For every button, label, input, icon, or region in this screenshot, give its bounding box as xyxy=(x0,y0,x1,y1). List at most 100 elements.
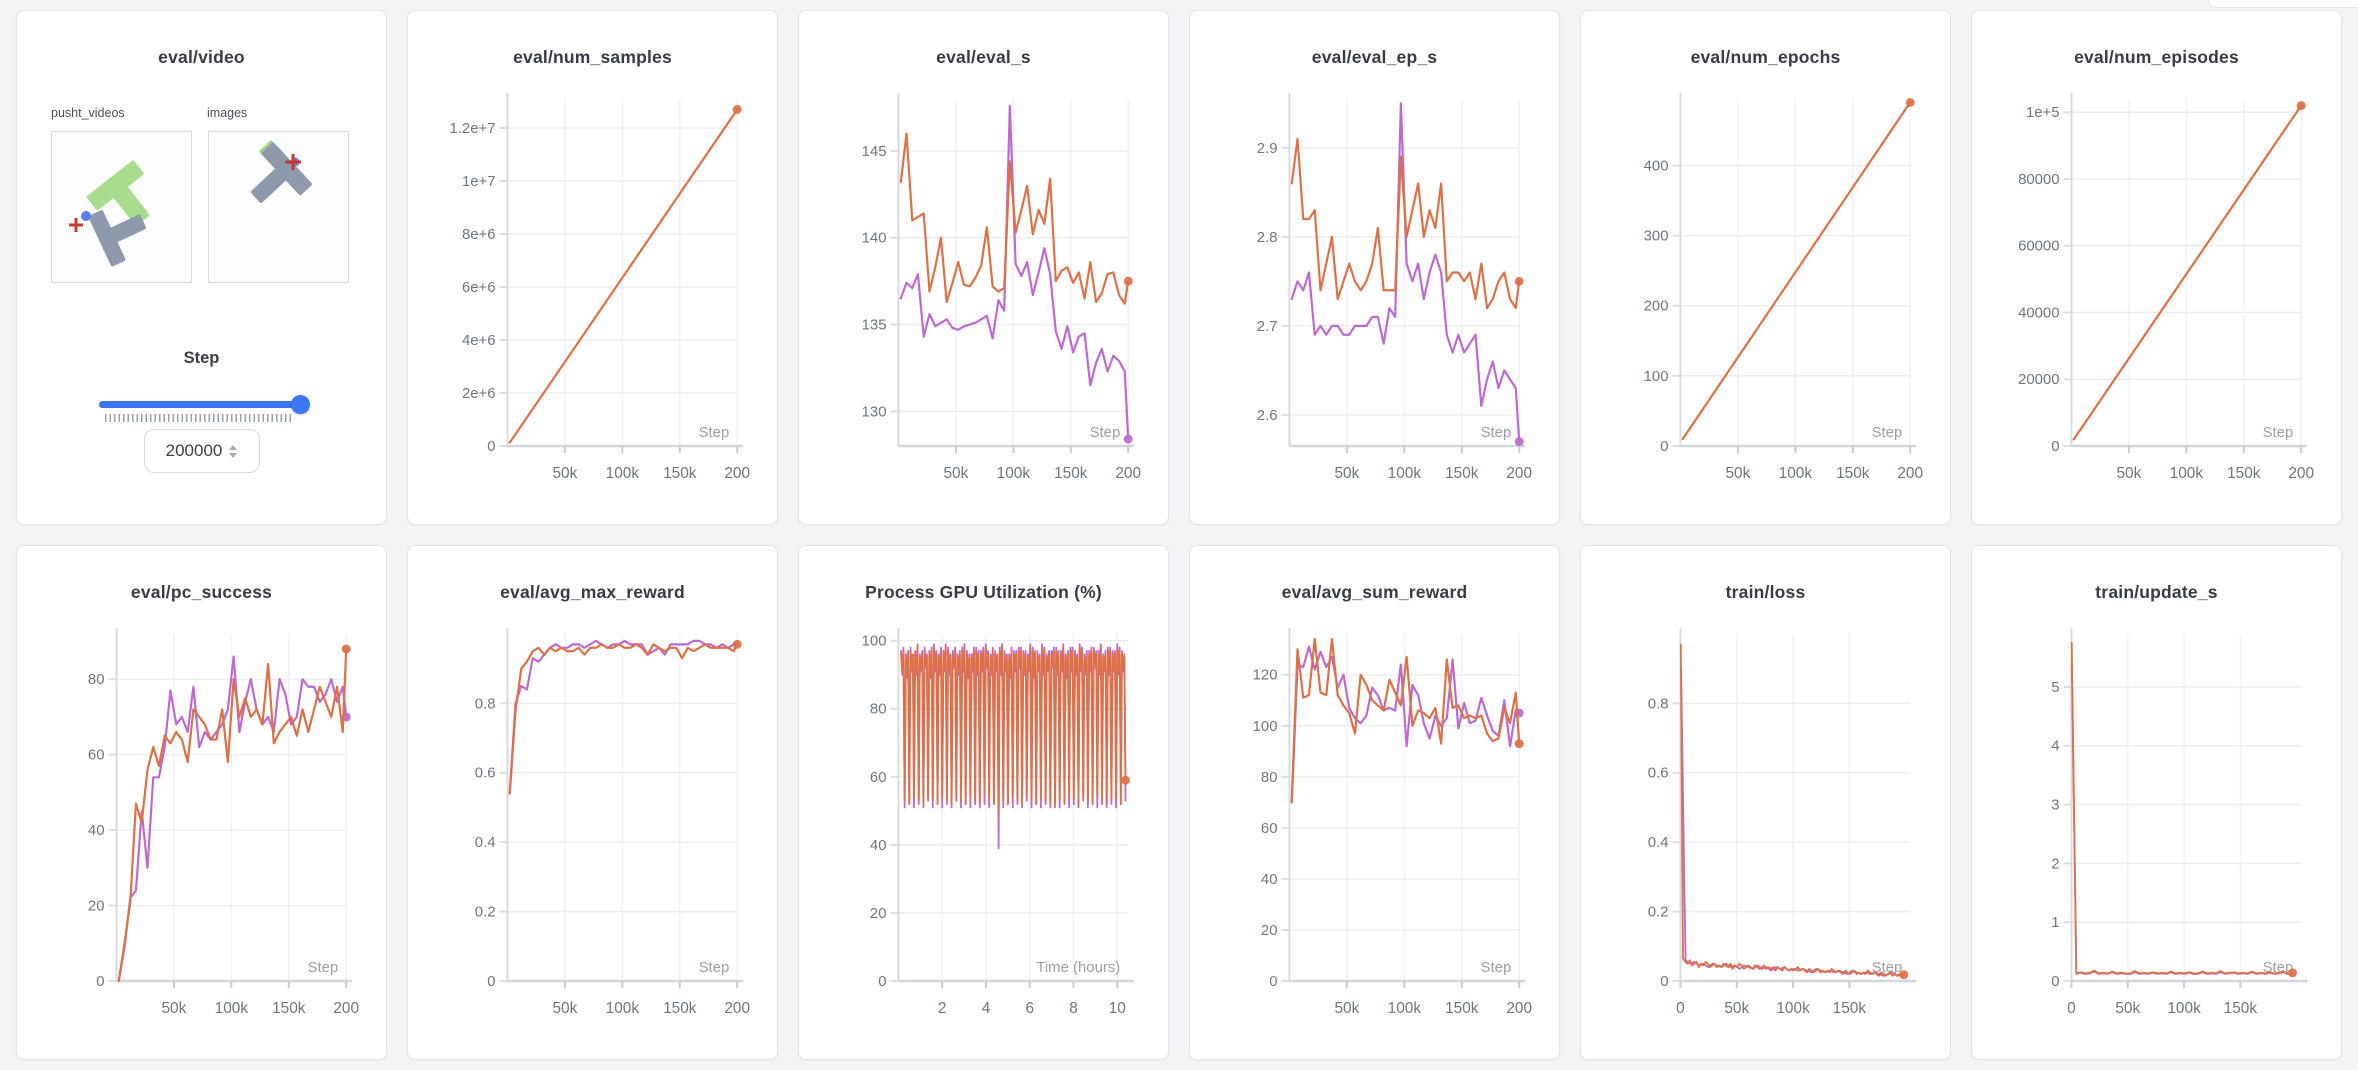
panel-train-update-s: train/update_s 0 1 2 3 4 5 0 50k 100k 150k Step xyxy=(1971,545,2342,1060)
svg-text:Step: Step xyxy=(1481,960,1512,976)
svg-text:50k: 50k xyxy=(1724,1000,1749,1017)
svg-text:0: 0 xyxy=(96,974,104,990)
svg-text:0: 0 xyxy=(1676,1000,1685,1017)
panel-eval-avg-max-reward: eval/avg_max_reward 0 0.2 0.4 0.6 0.8 50k 100k… xyxy=(407,545,778,1060)
svg-text:2.8: 2.8 xyxy=(1257,230,1278,246)
svg-text:60: 60 xyxy=(870,770,887,786)
svg-text:0.8: 0.8 xyxy=(475,696,496,712)
step-slider-track[interactable] xyxy=(99,401,301,408)
step-slider-thumb[interactable] xyxy=(291,395,310,414)
svg-text:100k: 100k xyxy=(606,1000,640,1017)
panel-eval-num-samples: eval/num_samples 0 2e+6 4e+6 6e+6 8e+6 1e+7 1.… xyxy=(407,10,778,525)
chart-title: eval/eval_s xyxy=(936,47,1031,67)
svg-text:0: 0 xyxy=(487,974,495,990)
svg-text:1: 1 xyxy=(2051,915,2059,931)
svg-text:5: 5 xyxy=(2051,680,2059,696)
svg-text:Step: Step xyxy=(2263,425,2294,441)
svg-text:200: 200 xyxy=(1644,299,1669,315)
svg-text:20: 20 xyxy=(870,906,887,922)
svg-text:3: 3 xyxy=(2051,798,2059,814)
pusht-image-icon xyxy=(250,140,312,203)
partial-panel-top-right xyxy=(2208,0,2358,8)
svg-text:Step: Step xyxy=(1090,425,1121,441)
svg-text:100: 100 xyxy=(1644,369,1669,385)
svg-text:40: 40 xyxy=(88,823,105,839)
svg-text:2.6: 2.6 xyxy=(1257,408,1278,424)
svg-text:0: 0 xyxy=(878,974,886,990)
svg-text:2: 2 xyxy=(938,1000,947,1017)
svg-text:150k: 150k xyxy=(1445,465,1479,482)
step-number-input[interactable]: 200000 xyxy=(143,429,260,473)
svg-text:0: 0 xyxy=(2051,439,2059,455)
svg-text:0.2: 0.2 xyxy=(1648,905,1669,921)
svg-text:20: 20 xyxy=(1261,923,1278,939)
svg-text:100k: 100k xyxy=(1388,1000,1422,1017)
svg-text:40: 40 xyxy=(1261,872,1278,888)
chart-title: train/update_s xyxy=(2095,582,2218,602)
panel-title: eval/video xyxy=(158,47,245,67)
svg-text:Step: Step xyxy=(308,960,339,976)
chart-title: eval/num_episodes xyxy=(2074,47,2239,67)
svg-text:50k: 50k xyxy=(161,1000,186,1017)
svg-text:100k: 100k xyxy=(1776,1000,1810,1017)
svg-text:100k: 100k xyxy=(997,465,1031,482)
svg-text:50k: 50k xyxy=(1334,465,1359,482)
chart-title: eval/eval_ep_s xyxy=(1311,47,1438,67)
svg-text:50k: 50k xyxy=(1725,465,1750,482)
svg-text:10: 10 xyxy=(1109,1000,1126,1017)
svg-text:20000: 20000 xyxy=(2018,372,2059,388)
video-thumbnail-images[interactable] xyxy=(208,131,349,283)
svg-text:100k: 100k xyxy=(2170,465,2204,482)
pusht-scene-icon xyxy=(69,160,150,267)
panel-train-loss: train/loss 0 0.2 0.4 0.6 0.8 0 50k 100k 150k Step xyxy=(1580,545,1951,1060)
svg-text:40: 40 xyxy=(870,838,887,854)
svg-text:150k: 150k xyxy=(1445,1000,1479,1017)
svg-text:0: 0 xyxy=(2067,1000,2076,1017)
svg-text:200: 200 xyxy=(1115,465,1141,482)
svg-text:0.6: 0.6 xyxy=(475,766,496,782)
step-slider-ticks xyxy=(105,414,293,422)
svg-text:0.8: 0.8 xyxy=(1648,696,1669,712)
video-thumbnail-pusht[interactable] xyxy=(51,131,192,283)
svg-text:2e+6: 2e+6 xyxy=(462,386,496,402)
step-slider-label: Step xyxy=(183,349,220,367)
svg-text:60: 60 xyxy=(88,748,105,764)
number-spinner-icon[interactable] xyxy=(229,444,238,458)
svg-text:300: 300 xyxy=(1644,229,1669,245)
svg-text:100: 100 xyxy=(1253,719,1278,735)
panel-eval-eval-ep-s: eval/eval_ep_s 2.6 2.7 2.8 2.9 50k 100k 150k 20… xyxy=(1189,10,1560,525)
svg-text:200: 200 xyxy=(1897,465,1923,482)
svg-text:4: 4 xyxy=(2051,739,2059,755)
svg-text:20: 20 xyxy=(88,899,105,915)
svg-text:2.9: 2.9 xyxy=(1257,141,1278,157)
panel-eval-avg-sum-reward: eval/avg_sum_reward 0 20 40 60 80 100 120 50k 10… xyxy=(1189,545,1560,1060)
panel-eval-num-episodes: eval/num_episodes 0 20000 40000 60000 80000 1… xyxy=(1971,10,2342,525)
svg-text:50k: 50k xyxy=(552,465,577,482)
svg-text:140: 140 xyxy=(862,231,887,247)
svg-text:150k: 150k xyxy=(663,1000,697,1017)
svg-text:100k: 100k xyxy=(215,1000,249,1017)
svg-text:60000: 60000 xyxy=(2018,239,2059,255)
svg-text:50k: 50k xyxy=(2116,465,2141,482)
svg-text:Step: Step xyxy=(699,960,730,976)
svg-text:120: 120 xyxy=(1253,668,1278,684)
svg-text:2: 2 xyxy=(2051,856,2059,872)
panel-eval-eval-s: eval/eval_s 130 135 140 145 50k 100k 150k 200 St… xyxy=(798,10,1169,525)
svg-text:150k: 150k xyxy=(2224,1000,2258,1017)
svg-text:8e+6: 8e+6 xyxy=(462,227,496,243)
chart-title: eval/avg_sum_reward xyxy=(1281,582,1468,602)
svg-text:100k: 100k xyxy=(1779,465,1813,482)
step-number-value: 200000 xyxy=(165,441,223,460)
svg-text:1e+5: 1e+5 xyxy=(2026,105,2060,121)
svg-text:100k: 100k xyxy=(2167,1000,2201,1017)
svg-text:100k: 100k xyxy=(606,465,640,482)
svg-text:100: 100 xyxy=(862,634,887,650)
svg-text:150k: 150k xyxy=(1833,1000,1867,1017)
svg-text:0: 0 xyxy=(1660,439,1668,455)
svg-text:8: 8 xyxy=(1069,1000,1078,1017)
svg-text:6e+6: 6e+6 xyxy=(462,280,496,296)
panel-eval-pc-success: eval/pc_success 0 20 40 60 80 50k 100k 150k 200 S… xyxy=(16,545,387,1060)
svg-text:1.2e+7: 1.2e+7 xyxy=(450,121,496,137)
panel-eval-num-epochs: eval/num_epochs 0 100 200 300 400 50k 100k 150k… xyxy=(1580,10,1951,525)
